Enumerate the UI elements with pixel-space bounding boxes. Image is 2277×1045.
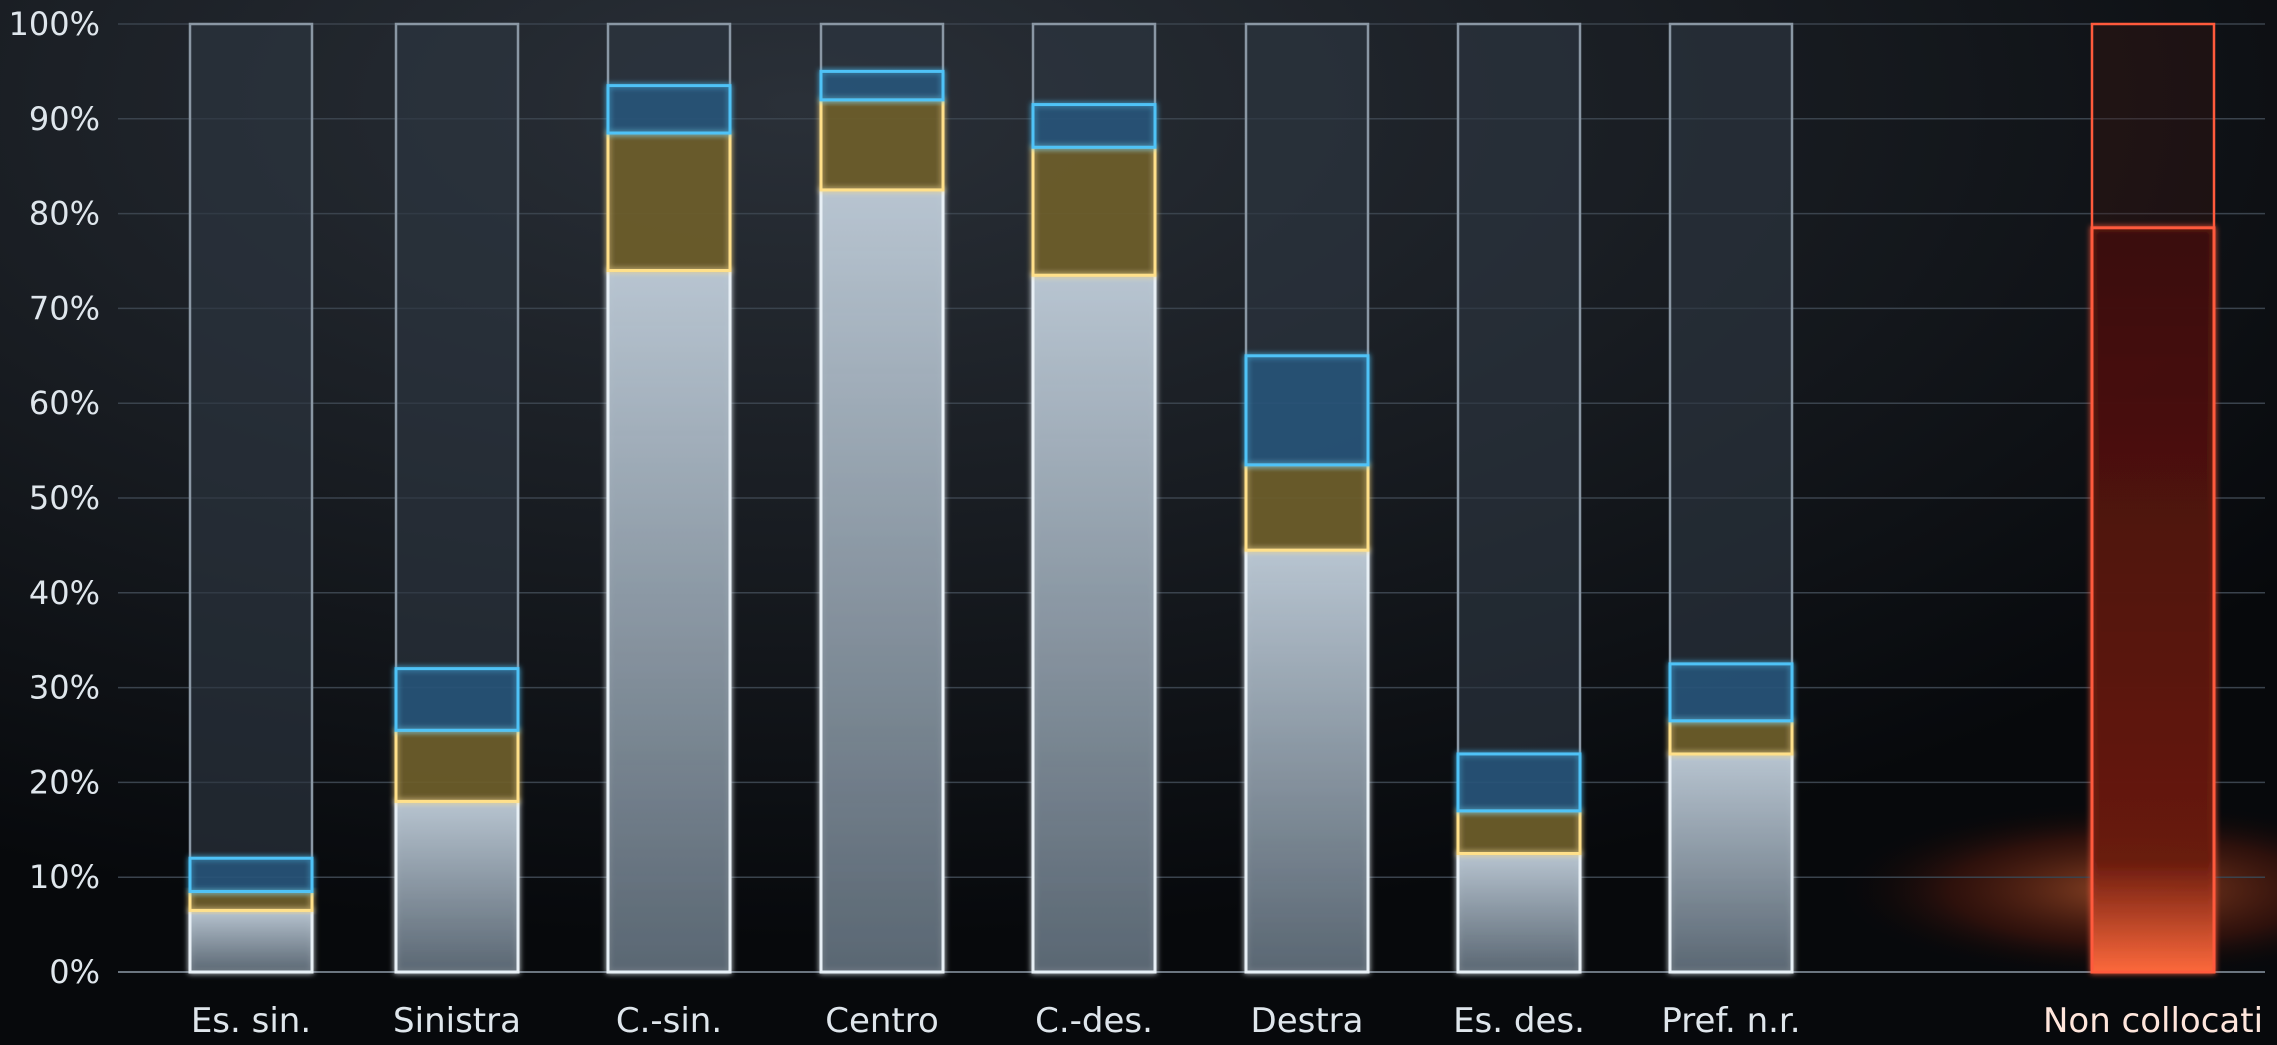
bar-segment [606, 131, 732, 272]
bar-segment [819, 98, 945, 192]
x-tick-label: Es. des. [1453, 1001, 1585, 1041]
bar-segment [1031, 103, 1157, 149]
bar-segment [606, 268, 732, 974]
x-tick-label: C.-des. [1035, 1001, 1153, 1041]
y-tick-label: 20% [29, 763, 100, 801]
bar-segment [1456, 752, 1582, 813]
bar-segment [188, 856, 314, 893]
y-tick-label: 50% [29, 479, 100, 517]
bar-segment [394, 799, 520, 974]
bar-segment [1244, 354, 1370, 467]
y-tick-label: 70% [29, 289, 100, 327]
bar-segment [1244, 463, 1370, 552]
bar-segment [1668, 662, 1794, 723]
bar-segment [1668, 752, 1794, 974]
x-axis-ticks: Es. sin. Sinistra C.-sin. Centro C.-des. Dest… [191, 1001, 2263, 1041]
x-tick-label: Pref. n.r. [1661, 1001, 1800, 1041]
bar-segment [1456, 852, 1582, 974]
bar-segment [819, 69, 945, 102]
y-tick-label: 100% [9, 5, 100, 43]
bar-segment [188, 889, 314, 912]
bar-segment [188, 908, 314, 974]
y-tick-label: 80% [29, 195, 100, 233]
bar-segment [1031, 273, 1157, 974]
x-tick-label: Non collocati [2043, 1001, 2263, 1041]
bar-segment [2090, 226, 2216, 974]
x-tick-label: C.-sin. [616, 1001, 722, 1041]
bar-segment [1456, 809, 1582, 856]
y-tick-label: 10% [29, 858, 100, 896]
y-tick-label: 0% [49, 953, 100, 991]
y-tick-label: 30% [29, 669, 100, 707]
bars [188, 22, 2216, 974]
y-tick-label: 90% [29, 100, 100, 138]
x-tick-label: Es. sin. [191, 1001, 311, 1041]
y-tick-label: 60% [29, 384, 100, 422]
bar-segment [394, 667, 520, 732]
bar-segment [1031, 145, 1157, 277]
bar-track [188, 22, 314, 974]
bar-segment [1244, 548, 1370, 974]
bar-segment [1668, 719, 1794, 756]
x-tick-label: Sinistra [393, 1001, 521, 1041]
bar-segment [394, 728, 520, 803]
bar-segment [819, 188, 945, 974]
x-tick-label: Destra [1251, 1001, 1364, 1041]
y-axis-ticks: 0% 10% 20% 30% 40% 50% 60% 70% 80% 90% 100% [9, 5, 100, 991]
x-tick-label: Centro [825, 1001, 939, 1041]
y-tick-label: 40% [29, 574, 100, 612]
bar-segment [606, 84, 732, 135]
